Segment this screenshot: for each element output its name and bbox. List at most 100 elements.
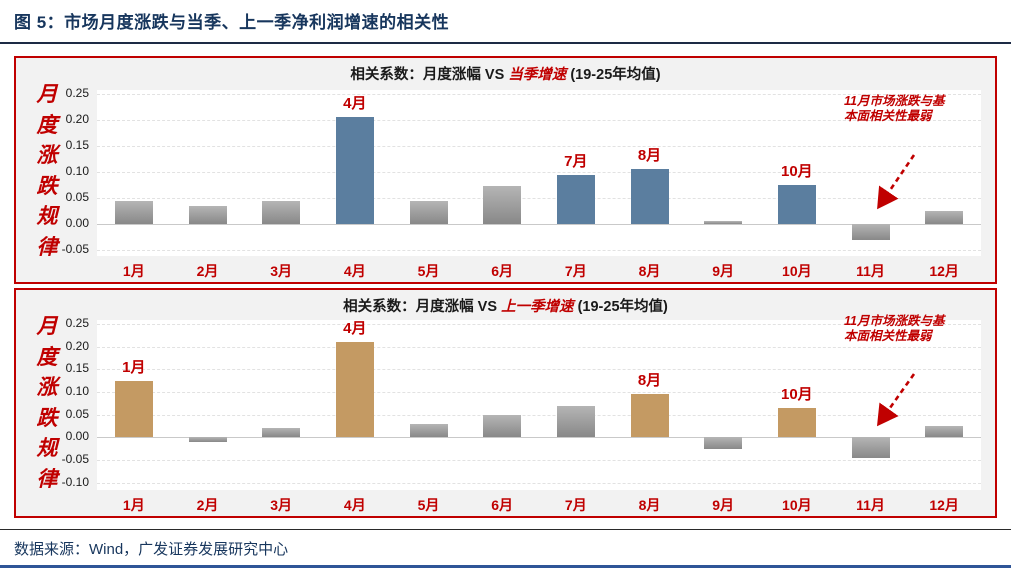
- y-tick-label: 0.20: [65, 338, 89, 353]
- chart-title-prefix: 相关系数：月度涨幅 VS: [350, 67, 509, 83]
- bar-3月: [262, 200, 301, 224]
- side-label-char: 月: [36, 83, 58, 106]
- x-tick-label: 2月: [196, 497, 219, 513]
- bar-4月: [335, 117, 374, 224]
- y-tick-label: -0.10: [61, 474, 89, 489]
- bar-1月: [114, 380, 153, 438]
- bar-highlight-label: 10月: [780, 386, 813, 403]
- side-label-char: 月: [36, 315, 58, 338]
- y-tick-label: 0.15: [65, 138, 89, 152]
- gridline: [97, 323, 981, 325]
- x-tick-label: 5月: [417, 263, 440, 279]
- y-tick-label: 0.15: [65, 361, 89, 376]
- x-tick-label: 11月: [856, 497, 885, 513]
- side-label-char: 律: [36, 467, 58, 491]
- plot-area: 4月 7月 8月 10月: [97, 90, 981, 256]
- y-tick-label: 0.00: [65, 216, 89, 230]
- annotation-arrow-icon: [876, 373, 916, 427]
- x-tick-label: 3月: [270, 497, 293, 513]
- annotation-line: 11月市场涨跌与基: [844, 314, 945, 328]
- gridline: [97, 392, 981, 394]
- y-tick-label: 0.20: [65, 112, 89, 126]
- y-tick-label: 0.10: [65, 164, 89, 178]
- x-tick-label: 2月: [196, 263, 219, 279]
- y-axis-side-label: 月度涨跌规律: [32, 312, 62, 495]
- x-tick-label: 5月: [417, 497, 440, 513]
- gridline: [97, 482, 981, 484]
- annotation-arrow-icon: [877, 154, 916, 210]
- gridline: [97, 94, 981, 95]
- x-tick-label: 9月: [712, 263, 735, 279]
- gridline: [97, 250, 981, 251]
- bar-11月: [851, 224, 890, 240]
- bar-8月: [630, 169, 669, 224]
- bar-10月: [777, 407, 816, 438]
- side-label-char: 度: [36, 113, 58, 137]
- bar-highlight-label: 10月: [780, 163, 813, 181]
- x-tick-label: 3月: [270, 263, 293, 279]
- footer-accent-line: [0, 565, 1011, 568]
- gridline: [97, 414, 981, 416]
- chart-title-highlight: 上一季增速: [501, 299, 574, 315]
- bar-7月: [556, 405, 595, 438]
- bar-5月: [409, 423, 448, 438]
- bar-highlight-label: 4月: [343, 95, 367, 113]
- title-divider: [0, 42, 1011, 44]
- data-source-text: 数据来源：Wind，广发证券发展研究中心: [14, 541, 289, 558]
- bar-2月: [188, 205, 227, 224]
- side-label-char: 律: [36, 235, 58, 259]
- side-label-char: 跌: [36, 406, 58, 430]
- chart-title-prefix: 相关系数：月度涨幅 VS: [343, 299, 502, 315]
- annotation-text: 11月市场涨跌与基 本面相关性最弱: [844, 314, 944, 344]
- figure-title: 图 5：市场月度涨跌与当季、上一季净利润增速的相关性: [14, 13, 450, 32]
- bar-12月: [925, 426, 964, 438]
- bar-6月: [483, 186, 522, 224]
- x-tick-label: 8月: [638, 263, 661, 279]
- chart-panel-current-quarter: 相关系数：月度涨幅 VS 当季增速 (19-25年均值) 月度涨跌规律 0.25 0.…: [14, 56, 997, 284]
- chart-title-highlight: 当季增速: [508, 67, 567, 83]
- bar-9月: [704, 221, 743, 224]
- chart-panel-previous-quarter: 相关系数：月度涨幅 VS 上一季增速 (19-25年均值) 月度涨跌规律 0.25 0…: [14, 288, 997, 518]
- source-divider: [0, 529, 1011, 530]
- bar-highlight-label: 1月: [122, 358, 146, 376]
- gridline: [97, 460, 981, 462]
- annotation-line: 本面相关性最弱: [844, 109, 932, 123]
- bar-1月: [114, 200, 153, 224]
- bar-2月: [188, 437, 227, 443]
- annotation-line: 本面相关性最弱: [844, 329, 932, 343]
- x-tick-label: 9月: [712, 497, 735, 513]
- zero-axis-line: [97, 224, 981, 225]
- bar-8月: [630, 394, 669, 438]
- bar-10月: [777, 185, 816, 224]
- x-tick-label: 12月: [929, 497, 959, 513]
- side-label-char: 度: [36, 345, 58, 369]
- x-tick-label: 6月: [491, 497, 514, 513]
- x-tick-label: 4月: [343, 263, 366, 279]
- bar-4月: [335, 342, 374, 438]
- x-tick-label: 1月: [122, 497, 145, 513]
- y-axis-side-label: 月度涨跌规律: [32, 80, 62, 263]
- y-tick-label: 0.25: [65, 315, 89, 330]
- plot-area: 1月 4月 8月 10月: [97, 320, 981, 490]
- chart-title: 相关系数：月度涨幅 VS 当季增速 (19-25年均值): [16, 63, 995, 84]
- bar-highlight-label: 8月: [637, 147, 662, 165]
- y-tick-label: 0.05: [65, 406, 89, 421]
- zero-axis-line: [97, 437, 981, 439]
- x-tick-label: 10月: [782, 263, 812, 279]
- chart-title-suffix: (19-25年均值): [566, 67, 661, 83]
- bar-6月: [483, 414, 522, 438]
- gridline: [97, 369, 981, 371]
- x-tick-label: 7月: [564, 497, 587, 513]
- gridline: [97, 198, 981, 199]
- x-tick-label: 6月: [491, 263, 514, 279]
- bar-highlight-label: 8月: [637, 372, 662, 390]
- side-label-char: 规: [36, 205, 58, 228]
- annotation-line: 11月市场涨跌与基: [844, 94, 945, 108]
- x-tick-label: 12月: [929, 263, 959, 279]
- x-tick-label: 10月: [782, 497, 812, 513]
- gridline: [97, 120, 981, 121]
- x-tick-label: 7月: [564, 263, 587, 279]
- annotation-text: 11月市场涨跌与基 本面相关性最弱: [844, 94, 944, 124]
- side-label-char: 跌: [36, 174, 58, 198]
